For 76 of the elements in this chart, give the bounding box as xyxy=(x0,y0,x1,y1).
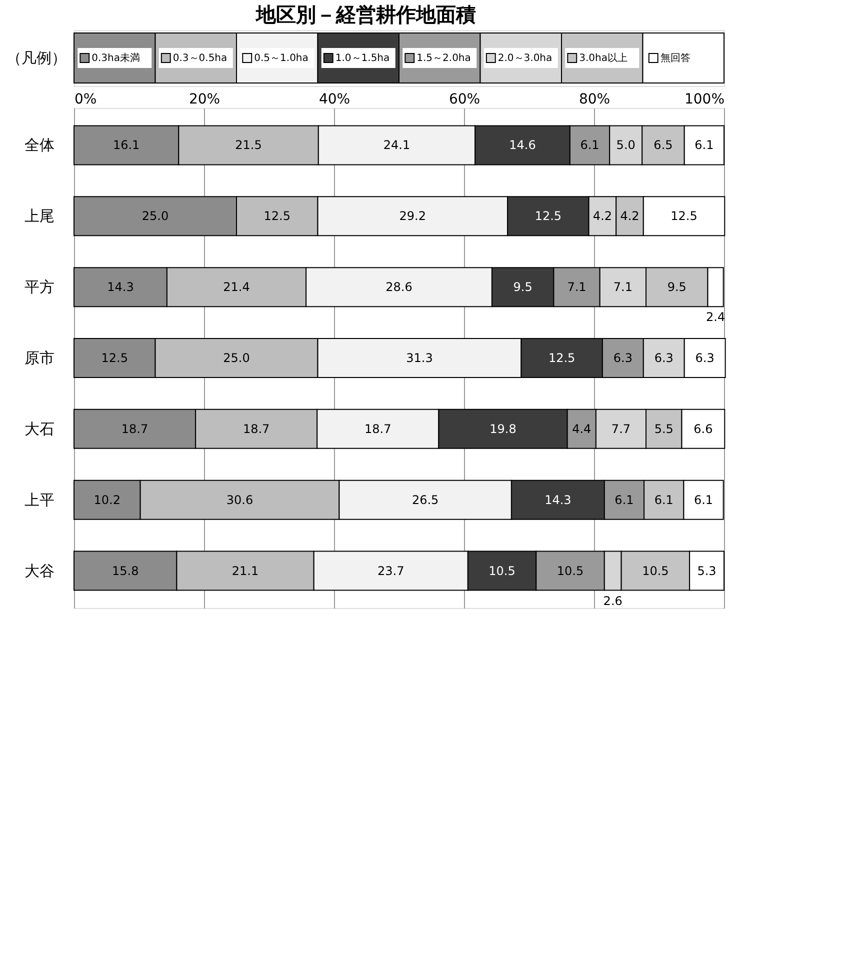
data-label: 6.3 xyxy=(654,351,674,365)
data-label: 7.7 xyxy=(611,422,631,436)
data-label: 6.1 xyxy=(694,138,714,152)
data-label: 16.1 xyxy=(112,138,140,152)
data-label: 14.3 xyxy=(544,492,572,507)
legend-label: 3.0ha以上 xyxy=(579,52,628,64)
legend-label: 1.0～1.5ha xyxy=(335,53,390,64)
legend-label: 0.3～0.5ha xyxy=(172,53,228,64)
data-label: 25.0 xyxy=(223,351,250,365)
data-label: 4.2 xyxy=(620,209,640,224)
y-tick-label: 上平 xyxy=(24,490,54,509)
data-label: 18.7 xyxy=(121,422,148,436)
data-label: 2.6 xyxy=(603,594,622,608)
data-label: 26.5 xyxy=(412,492,439,507)
data-label: 6.1 xyxy=(694,492,714,507)
data-label: 6.3 xyxy=(695,351,714,365)
data-label: 21.1 xyxy=(232,564,259,578)
data-label: 5.0 xyxy=(616,138,636,152)
y-tick-label: 上尾 xyxy=(24,207,54,226)
x-tick-label: 20% xyxy=(188,92,220,108)
legend-label: 0.5～1.0ha xyxy=(254,53,308,64)
legend-label: 0.3ha未満 xyxy=(92,52,140,64)
data-label: 28.6 xyxy=(386,280,412,294)
data-label: 10.5 xyxy=(488,564,516,578)
data-label: 9.5 xyxy=(513,280,532,294)
legend-label: 2.0～3.0ha xyxy=(498,53,552,64)
data-label: 9.5 xyxy=(667,280,686,294)
legend-label: 無回答 xyxy=(660,52,690,64)
data-label: 25.0 xyxy=(142,209,169,224)
data-label: 12.5 xyxy=(670,209,698,224)
chart-title: 地区別－経営耕作地面積 xyxy=(254,2,476,26)
data-label: 2.4 xyxy=(706,310,726,324)
data-label: 30.6 xyxy=(226,492,254,507)
y-tick-label: 全体 xyxy=(24,136,54,154)
data-label: 21.4 xyxy=(223,280,250,294)
data-label: 18.7 xyxy=(364,422,392,436)
data-label: 12.5 xyxy=(101,351,128,365)
data-label: 6.1 xyxy=(614,492,634,507)
data-label: 5.3 xyxy=(697,564,716,578)
data-label: 19.8 xyxy=(490,422,516,436)
x-tick-label: 100% xyxy=(684,92,724,108)
data-label: 10.5 xyxy=(642,564,669,578)
data-label: 7.1 xyxy=(613,280,632,294)
data-label: 24.1 xyxy=(383,138,410,152)
data-label: 6.5 xyxy=(654,138,673,152)
y-tick-label: 大谷 xyxy=(24,562,54,580)
data-label: 5.5 xyxy=(654,422,674,436)
data-label: 29.2 xyxy=(399,209,426,224)
data-label: 4.2 xyxy=(592,209,612,224)
y-tick-label: 平方 xyxy=(24,278,54,296)
data-label: 6.6 xyxy=(694,422,713,436)
x-tick-label: 0% xyxy=(74,92,97,108)
data-label: 14.3 xyxy=(107,280,134,294)
data-label: 6.1 xyxy=(654,492,674,507)
data-label: 12.5 xyxy=(548,351,576,365)
data-label: 12.5 xyxy=(264,209,290,224)
y-tick-label: 原市 xyxy=(24,349,54,367)
y-tick-label: 大石 xyxy=(24,420,54,438)
data-label: 10.2 xyxy=(94,492,121,507)
data-label: 4.4 xyxy=(572,422,592,436)
x-tick-label: 80% xyxy=(578,92,610,108)
data-label: 6.1 xyxy=(580,138,600,152)
data-label: 31.3 xyxy=(406,351,433,365)
x-tick-label: 40% xyxy=(318,92,350,108)
data-label: 23.7 xyxy=(378,564,404,578)
legend-label: 1.5～2.0ha xyxy=(416,53,471,64)
data-label: 15.8 xyxy=(112,564,139,578)
data-label: 18.7 xyxy=(242,422,270,436)
data-label: 6.3 xyxy=(613,351,632,365)
data-label: 21.5 xyxy=(235,138,262,152)
data-label: 12.5 xyxy=(534,209,562,224)
data-label: 10.5 xyxy=(556,564,584,578)
legend-title: （凡例） xyxy=(6,49,66,67)
data-label: 14.6 xyxy=(509,138,536,152)
x-tick-label: 60% xyxy=(448,92,480,108)
data-label: 7.1 xyxy=(567,280,586,294)
